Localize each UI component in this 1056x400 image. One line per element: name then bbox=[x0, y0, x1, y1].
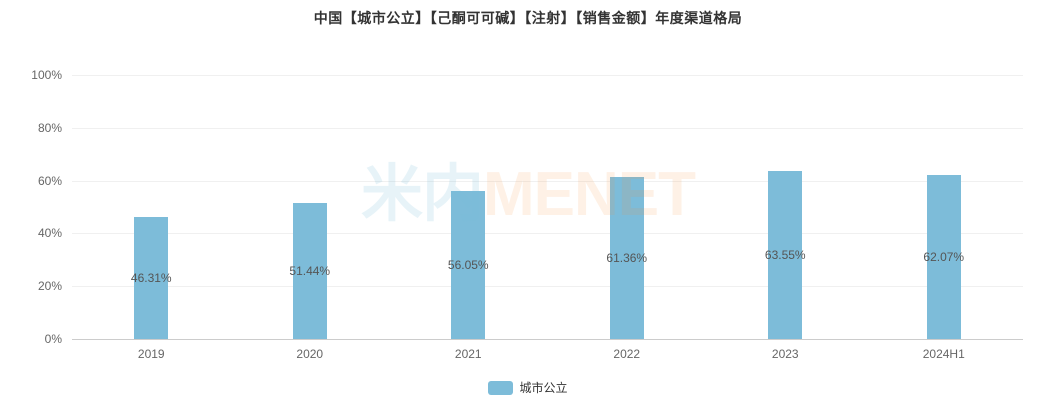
x-axis-tick-label: 2021 bbox=[454, 347, 482, 361]
x-axis-tick-label: 2023 bbox=[771, 347, 799, 361]
gridline bbox=[72, 286, 1023, 288]
x-axis-tick-label: 2020 bbox=[296, 347, 324, 361]
gridline bbox=[72, 233, 1023, 235]
bar-2023[interactable] bbox=[768, 171, 803, 339]
gridline bbox=[72, 180, 1023, 182]
menet-watermark: 米内MENET bbox=[361, 160, 696, 229]
y-axis-tick-label: 60% bbox=[37, 173, 62, 188]
y-axis-tick-label: 100% bbox=[31, 68, 62, 82]
bar-value-label: 63.55% bbox=[764, 248, 806, 263]
legend-item-city-public[interactable]: 城市公立 bbox=[0, 379, 1056, 396]
bar-value-label: 62.07% bbox=[923, 250, 965, 265]
bar-value-label: 46.31% bbox=[130, 270, 172, 285]
y-axis-tick-label: 20% bbox=[37, 279, 62, 294]
y-axis-tick-label: 80% bbox=[37, 120, 62, 135]
chart-title: 中国【城市公立】【己酮可可碱】【注射】【销售金额】年度渠道格局 bbox=[313, 10, 743, 26]
bar-2024H1[interactable] bbox=[926, 175, 961, 339]
y-axis-tick-label: 40% bbox=[37, 226, 62, 241]
x-axis-line bbox=[72, 339, 1023, 340]
legend-label[interactable]: 城市公立 bbox=[519, 381, 568, 395]
bar-value-label: 51.44% bbox=[289, 264, 331, 279]
watermark-en-text: MENET bbox=[483, 160, 696, 229]
legend-marker-icon[interactable] bbox=[488, 380, 514, 395]
bar-2021[interactable] bbox=[451, 191, 486, 339]
bar-value-label: 61.36% bbox=[606, 251, 648, 265]
gridline bbox=[72, 75, 1023, 76]
x-axis-tick-label: 2022 bbox=[613, 347, 641, 361]
bar-value-label: 56.05% bbox=[447, 258, 489, 272]
gridline bbox=[72, 127, 1023, 129]
x-axis-tick-label: 2024H1 bbox=[922, 347, 965, 361]
y-axis-tick-label: 0% bbox=[44, 332, 62, 346]
bar-2019[interactable] bbox=[134, 216, 169, 339]
x-axis-tick-label: 2019 bbox=[137, 347, 165, 361]
bar-2020[interactable] bbox=[292, 203, 327, 339]
bar-2022[interactable] bbox=[609, 177, 644, 339]
